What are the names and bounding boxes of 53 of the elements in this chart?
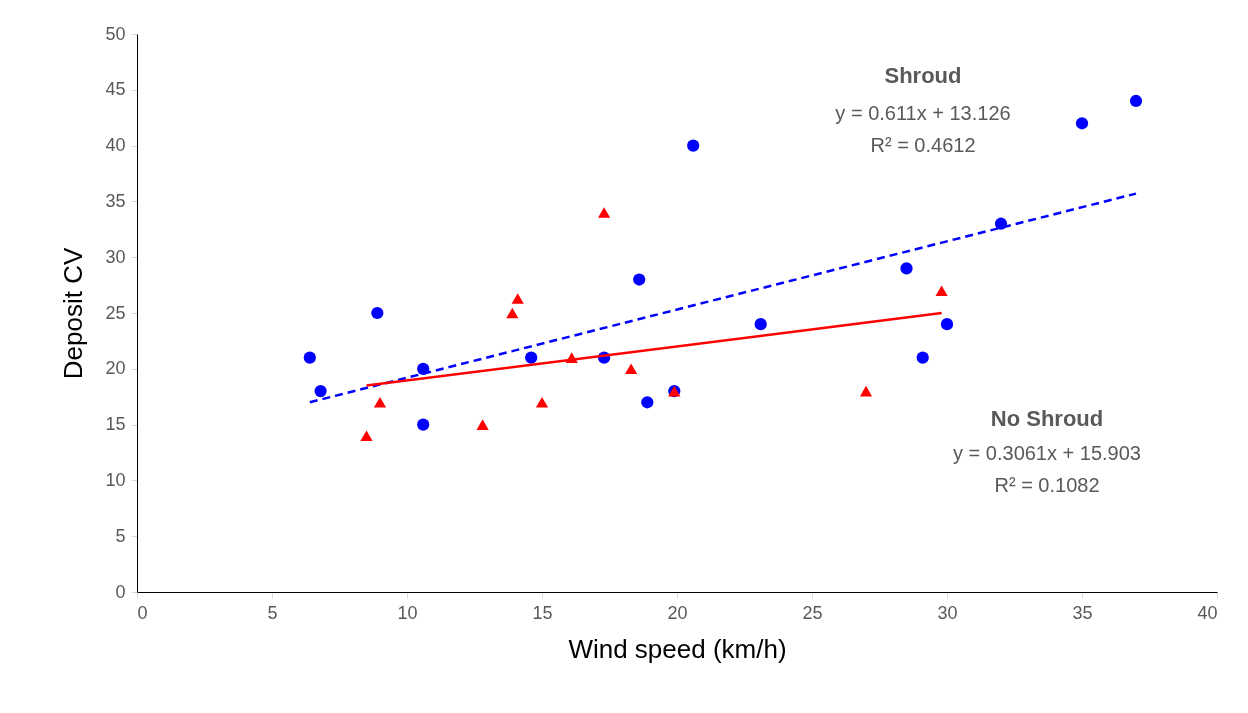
point bbox=[940, 318, 954, 331]
point bbox=[511, 293, 524, 304]
point bbox=[900, 262, 913, 275]
annotation: R² = 0.1082 bbox=[994, 474, 1100, 496]
x-tick-label: 10 bbox=[397, 602, 418, 623]
point bbox=[916, 351, 929, 364]
point bbox=[525, 351, 538, 364]
point bbox=[314, 385, 327, 398]
point bbox=[633, 273, 646, 286]
x-tick-label: 5 bbox=[267, 602, 278, 623]
annotation: R² = 0.4612 bbox=[870, 134, 976, 156]
y-tick-label: 15 bbox=[105, 414, 126, 435]
x-tick-label: 30 bbox=[937, 602, 958, 623]
y-tick-label: 0 bbox=[115, 581, 126, 602]
y-tick-label: 30 bbox=[105, 246, 126, 267]
point bbox=[597, 207, 611, 218]
y-tick-label: 10 bbox=[105, 469, 126, 490]
y-tick-label: 20 bbox=[105, 358, 126, 379]
point bbox=[371, 306, 384, 320]
point bbox=[641, 396, 654, 409]
y-tick-label: 40 bbox=[105, 135, 126, 156]
y-tick-label: 35 bbox=[105, 190, 126, 211]
annotation: No Shroud bbox=[990, 406, 1104, 431]
y-tick-label: 50 bbox=[105, 23, 126, 44]
x-tick-label: 40 bbox=[1197, 602, 1218, 623]
point bbox=[506, 307, 519, 319]
point bbox=[1075, 117, 1089, 130]
point bbox=[624, 363, 638, 375]
x-tick-label: 15 bbox=[532, 602, 553, 623]
x-axis-title: Wind speed (km/h) bbox=[568, 633, 787, 664]
x-tick-label: 0 bbox=[137, 602, 148, 623]
point bbox=[417, 418, 430, 431]
x-tick-label: 20 bbox=[667, 602, 688, 623]
point bbox=[535, 396, 549, 408]
point bbox=[754, 318, 767, 331]
point bbox=[373, 396, 387, 408]
y-tick-label: 5 bbox=[115, 525, 126, 546]
point bbox=[476, 419, 489, 430]
point bbox=[303, 351, 316, 364]
point bbox=[994, 217, 1008, 230]
point bbox=[360, 430, 373, 442]
x-tick-label: 35 bbox=[1072, 602, 1093, 623]
annotation: y = 0.611x + 13.126 bbox=[835, 102, 1011, 124]
annotation: Shroud bbox=[884, 63, 962, 88]
annotation: y = 0.3061x + 15.903 bbox=[953, 442, 1141, 464]
y-tick-label: 25 bbox=[105, 302, 126, 323]
y-tick-label: 45 bbox=[105, 79, 126, 100]
x-tick-label: 25 bbox=[802, 602, 823, 623]
point bbox=[687, 139, 700, 152]
point bbox=[1129, 94, 1143, 108]
y-axis-title: Deposit CV bbox=[58, 247, 89, 380]
point bbox=[859, 385, 873, 397]
point bbox=[935, 285, 948, 296]
